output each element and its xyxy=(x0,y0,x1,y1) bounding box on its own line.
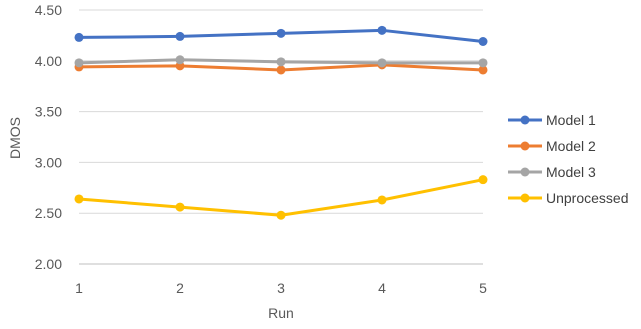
data-point-unprocessed[interactable] xyxy=(478,175,488,185)
legend[interactable]: Model 1 Model 2 Model 3 Unprocessed xyxy=(508,112,629,206)
data-point-model-3[interactable] xyxy=(276,57,286,67)
x-axis-ticks: 1 2 3 4 5 xyxy=(75,280,487,296)
series-model-1 xyxy=(74,25,488,46)
y-tick-label: 4.50 xyxy=(35,2,62,18)
legend-swatch-marker xyxy=(520,167,530,177)
legend-item-model-1[interactable]: Model 1 xyxy=(508,112,596,128)
series-model-3 xyxy=(74,55,488,68)
data-point-model-1[interactable] xyxy=(74,32,84,42)
data-point-model-3[interactable] xyxy=(175,55,185,65)
data-point-model-3[interactable] xyxy=(74,58,84,68)
legend-item-unprocessed[interactable]: Unprocessed xyxy=(508,190,629,206)
series-group xyxy=(74,25,488,220)
data-point-model-1[interactable] xyxy=(276,28,286,38)
series-unprocessed xyxy=(74,175,488,220)
y-axis-title: DMOS xyxy=(7,117,23,159)
legend-label: Model 3 xyxy=(546,164,596,180)
data-point-model-1[interactable] xyxy=(175,31,185,41)
series-line-unprocessed xyxy=(77,178,485,217)
data-point-model-3[interactable] xyxy=(478,58,488,68)
data-point-model-2[interactable] xyxy=(478,65,488,75)
x-tick-label: 4 xyxy=(378,280,386,296)
data-point-unprocessed[interactable] xyxy=(175,202,185,212)
data-point-unprocessed[interactable] xyxy=(276,210,286,220)
x-tick-label: 5 xyxy=(479,280,487,296)
legend-item-model-3[interactable]: Model 3 xyxy=(508,164,596,180)
y-tick-label: 3.50 xyxy=(35,104,62,120)
legend-swatch-marker xyxy=(520,115,530,125)
data-point-model-3[interactable] xyxy=(377,58,387,68)
data-point-model-1[interactable] xyxy=(478,36,488,46)
legend-label: Model 2 xyxy=(546,138,596,154)
y-tick-label: 2.00 xyxy=(35,256,62,272)
y-axis-ticks: 2.00 2.50 3.00 3.50 4.00 4.50 xyxy=(35,2,62,272)
legend-label: Model 1 xyxy=(546,112,596,128)
data-point-model-2[interactable] xyxy=(276,65,286,75)
data-point-model-1[interactable] xyxy=(377,25,387,35)
legend-item-model-2[interactable]: Model 2 xyxy=(508,138,596,154)
legend-swatch-marker xyxy=(520,141,530,151)
legend-label: Unprocessed xyxy=(546,190,629,206)
data-point-unprocessed[interactable] xyxy=(377,195,387,205)
y-tick-label: 3.00 xyxy=(35,154,62,170)
data-point-unprocessed[interactable] xyxy=(74,194,84,204)
x-tick-label: 2 xyxy=(176,280,184,296)
x-axis-title: Run xyxy=(268,305,294,321)
y-tick-label: 2.50 xyxy=(35,205,62,221)
gridlines xyxy=(79,9,483,214)
x-tick-label: 3 xyxy=(277,280,285,296)
y-tick-label: 4.00 xyxy=(35,53,62,69)
x-tick-label: 1 xyxy=(75,280,83,296)
legend-swatch-marker xyxy=(520,193,530,203)
